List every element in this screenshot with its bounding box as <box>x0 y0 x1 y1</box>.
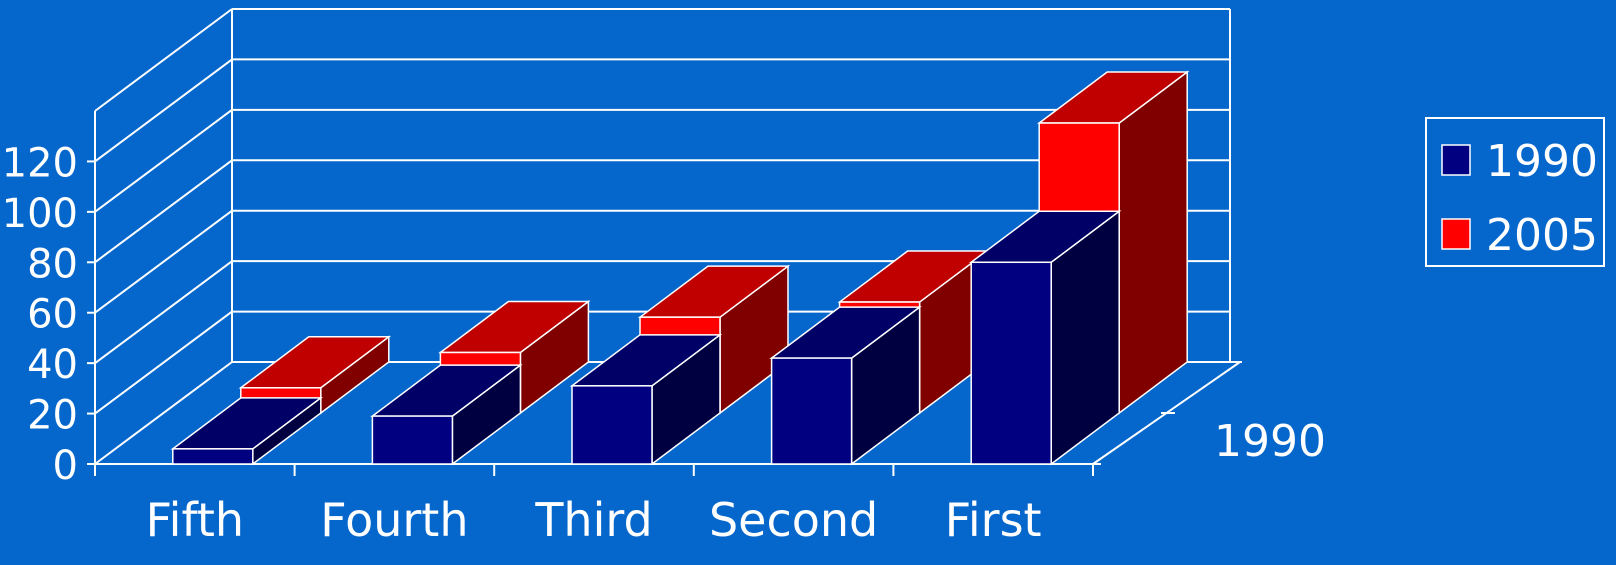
bar-2005-fourth <box>438 299 591 415</box>
y-tick-label: 40 <box>27 342 78 388</box>
bar-1990-third <box>569 333 723 466</box>
side-wall-gridline <box>94 109 233 213</box>
y-tick-label: 20 <box>27 393 78 439</box>
bar-1990-second <box>769 305 922 466</box>
side-wall-gridline <box>94 310 233 415</box>
y-tick-label: 80 <box>27 241 78 287</box>
bars <box>170 70 1190 466</box>
x-tick-label: Third <box>534 493 652 547</box>
bar-1990-fourth <box>370 363 523 466</box>
y-tick-label: 100 <box>2 191 78 237</box>
bar-1990-second-front <box>770 357 853 465</box>
legend-swatch-2005 <box>1441 218 1471 250</box>
side-wall-gridline <box>94 159 233 264</box>
bar-2005-first-side <box>1118 70 1188 415</box>
y-tick-label: 120 <box>2 140 78 186</box>
bar-1990-first <box>968 209 1122 466</box>
bar-1990-fifth <box>170 396 324 466</box>
side-wall-gridline <box>94 260 233 364</box>
legend-label-1990: 1990 <box>1486 136 1598 187</box>
x-tick-label: Fourth <box>320 493 468 547</box>
depth-axis-label: 1990 <box>1214 416 1326 467</box>
legend: 1990 2005 <box>1425 117 1605 267</box>
side-wall-gridline <box>94 361 233 465</box>
side-wall-gridline <box>94 8 233 112</box>
y-tick-label: 0 <box>53 443 78 489</box>
bar-1990-first-front <box>970 261 1052 465</box>
y-tick-label: 60 <box>27 292 78 338</box>
legend-box <box>1425 117 1605 267</box>
legend-swatch-1990 <box>1441 144 1471 176</box>
bar-1990-fourth-front <box>371 415 454 465</box>
x-tick-label: Second <box>709 493 878 547</box>
x-tick-label: First <box>945 493 1042 547</box>
side-wall-gridline <box>94 209 233 314</box>
bar-1990-fifth-front <box>172 448 254 465</box>
side-wall-gridline <box>94 58 233 163</box>
x-tick-label: Fifth <box>146 493 244 547</box>
x-axis-ticks: Fifth Fourth Third Second First <box>94 464 1094 547</box>
legend-label-2005: 2005 <box>1486 210 1598 261</box>
bar-1990-third-front <box>571 385 653 465</box>
